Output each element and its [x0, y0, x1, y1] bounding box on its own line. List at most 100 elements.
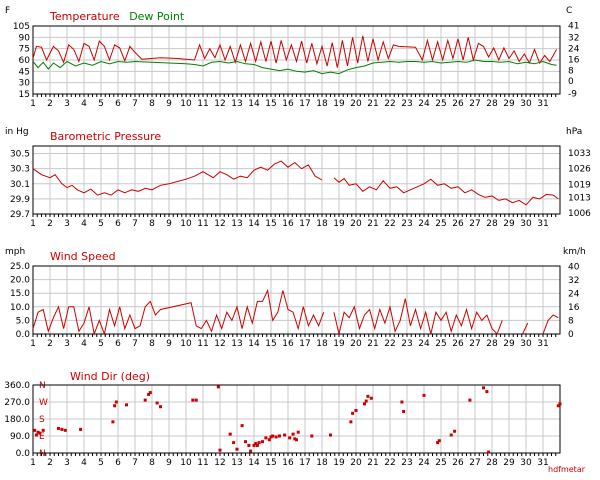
y2-tick-label: 0 — [568, 77, 574, 87]
x-tick-label: 10 — [180, 458, 192, 468]
x-tick-label: 14 — [248, 458, 260, 468]
temperature-title: Temperature Dew Point — [49, 10, 185, 23]
wind-dir-point — [556, 404, 560, 408]
x-tick-label: 3 — [64, 339, 70, 349]
wind-dir-point — [366, 394, 370, 398]
x-tick-label: 18 — [316, 339, 328, 349]
x-tick-label: 8 — [149, 99, 155, 109]
x-tick-label: 29 — [503, 219, 515, 229]
x-tick-label: 13 — [231, 458, 242, 468]
wind-dir-point — [293, 437, 297, 441]
wind-dir-point — [111, 420, 115, 424]
pressure-right-unit: hPa — [566, 127, 582, 137]
x-tick-label: 11 — [197, 99, 208, 109]
wind-dir-point — [400, 400, 404, 404]
x-tick-label: 29 — [503, 99, 515, 109]
x-tick-label: 19 — [333, 458, 345, 468]
wind-dir-point — [278, 434, 281, 438]
wind-dir-point — [364, 399, 368, 403]
wind-dir-point — [254, 442, 258, 446]
x-tick-label: 25 — [435, 219, 446, 229]
x-tick-label: 1 — [30, 458, 36, 468]
x-tick-label: 26 — [452, 219, 464, 229]
series-line — [32, 35, 558, 68]
x-tick-label: 26 — [452, 458, 464, 468]
x-tick-label: 4 — [81, 99, 87, 109]
y2-tick-label: 16 — [568, 303, 580, 313]
y-tick-label: 20.0 — [10, 276, 30, 286]
x-tick-label: 11 — [197, 219, 208, 229]
wind-dir-point — [468, 398, 472, 402]
x-tick-label: 20 — [350, 458, 362, 468]
wind-dir-point — [148, 391, 152, 395]
x-tick-label: 14 — [248, 339, 260, 349]
plot-border — [32, 145, 561, 215]
y-tick-label: 30.3 — [10, 165, 30, 175]
x-tick-label: 7 — [132, 458, 138, 468]
series-line — [32, 160, 323, 196]
plot-border — [32, 384, 561, 454]
wind-speed-title: Wind Speed — [50, 250, 116, 263]
x-tick-label: 27 — [469, 339, 480, 349]
y2-tick-label: 16 — [568, 55, 580, 65]
x-tick-label: 19 — [333, 99, 345, 109]
y-tick-label: 10.0 — [10, 303, 30, 313]
x-tick-label: 1 — [30, 219, 36, 229]
x-tick-label: 3 — [64, 219, 70, 229]
wind-dir-point — [264, 436, 268, 440]
wind-dir-point — [351, 411, 355, 415]
y-tick-label: 60 — [19, 56, 31, 66]
y-tick-label: 25.0 — [10, 262, 30, 272]
x-tick-label: 22 — [384, 219, 395, 229]
x-tick-label: 24 — [418, 339, 430, 349]
x-tick-label: 2 — [47, 219, 53, 229]
x-tick-label: 4 — [81, 339, 87, 349]
x-tick-label: 29 — [503, 339, 515, 349]
x-tick-label: 30 — [520, 219, 532, 229]
x-tick-label: 31 — [537, 219, 548, 229]
series-line — [542, 314, 559, 335]
x-tick-label: 20 — [350, 339, 362, 349]
wind-dir-point — [422, 393, 426, 397]
x-tick-label: 16 — [282, 99, 294, 109]
x-tick-label: 18 — [316, 219, 328, 229]
compass-label: N — [39, 449, 46, 459]
compass-label: W — [39, 398, 48, 408]
wind-dir-point — [114, 400, 118, 404]
wind-speed-panel: Wind Speed mph km/h 25.020.015.010.05.00… — [5, 247, 586, 349]
x-tick-label: 21 — [367, 339, 378, 349]
x-tick-label: 31 — [537, 458, 548, 468]
series-line — [333, 177, 559, 206]
wind-speed-right-unit: km/h — [563, 247, 586, 257]
x-tick-label: 16 — [282, 458, 294, 468]
wind-dir-point — [402, 409, 406, 413]
x-tick-label: 23 — [401, 219, 412, 229]
temperature-right-unit: C — [566, 6, 572, 16]
temperature-title-label: Temperature — [49, 10, 120, 23]
wind-dir-title: Wind Dir (deg) — [70, 370, 150, 383]
x-tick-label: 10 — [180, 339, 192, 349]
y2-tick-label: 1013 — [568, 193, 591, 203]
x-tick-label: 26 — [452, 99, 464, 109]
compass-label: S — [39, 415, 45, 425]
series-line — [32, 288, 325, 336]
x-tick-label: 9 — [166, 458, 172, 468]
y-tick-label: 75 — [19, 45, 30, 55]
x-tick-label: 2 — [47, 99, 53, 109]
wind-dir-point — [194, 398, 198, 402]
x-tick-label: 16 — [282, 339, 294, 349]
y2-tick-label: 32 — [568, 34, 579, 44]
x-tick-label: 7 — [132, 219, 138, 229]
wind-dir-point — [252, 443, 256, 447]
x-tick-label: 6 — [115, 458, 121, 468]
wind-dir-point — [269, 435, 273, 439]
x-tick-label: 3 — [64, 458, 70, 468]
x-tick-label: 18 — [316, 458, 328, 468]
x-tick-label: 23 — [401, 458, 412, 468]
x-tick-label: 9 — [166, 99, 172, 109]
wind-dir-point — [482, 386, 485, 390]
y-tick-label: 15.0 — [10, 289, 30, 299]
wind-dir-point — [255, 443, 259, 447]
wind-dir-point — [363, 402, 366, 406]
wind-dir-point — [283, 433, 287, 437]
